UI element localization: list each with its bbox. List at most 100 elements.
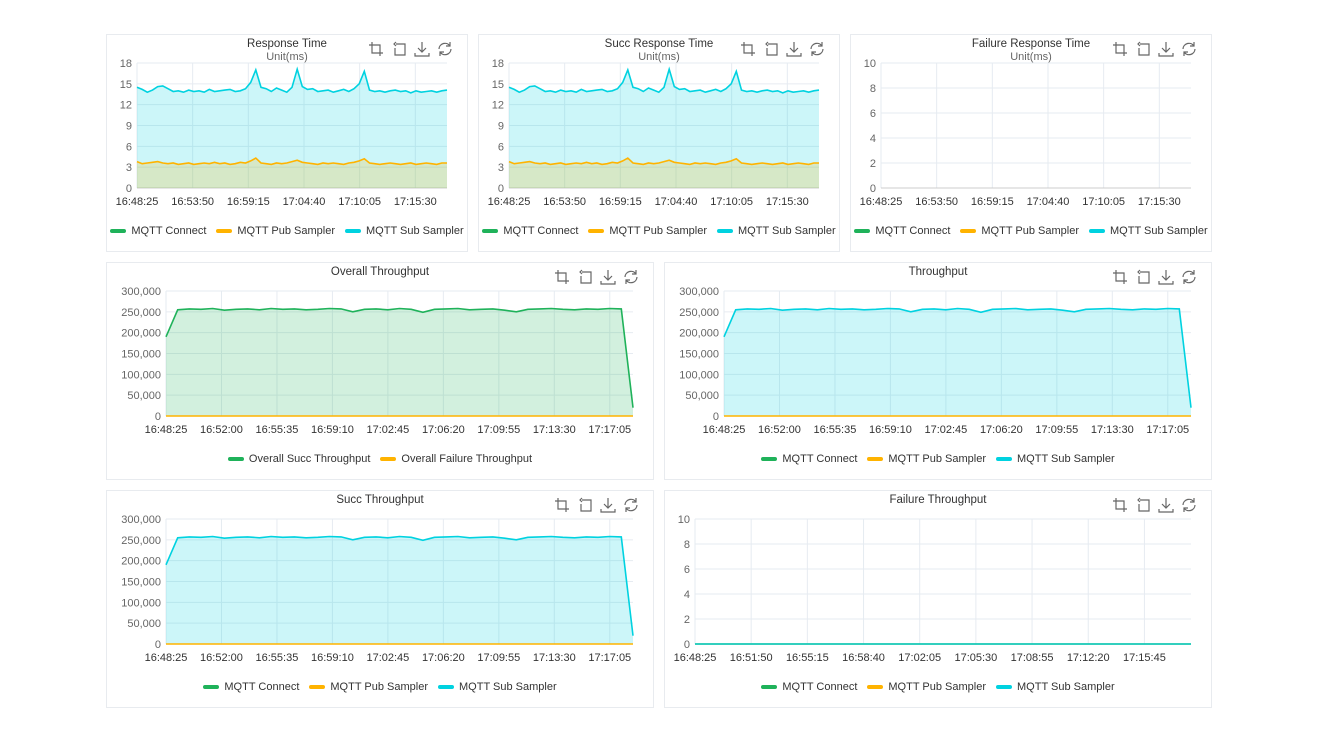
download-icon[interactable]: [600, 497, 616, 513]
download-icon[interactable]: [1158, 269, 1174, 285]
failure-response-time-chart: 0 2 4 6 8 10 16:48:25 16:53:50 16:59:15 17:04:40 1…: [850, 34, 1212, 252]
y-tick-label: 50,000: [127, 618, 161, 630]
x-tick-label: 17:17:05: [588, 424, 631, 436]
chart-toolbox: [554, 269, 639, 285]
zoom-reset-icon[interactable]: [577, 497, 593, 513]
legend-item[interactable]: MQTT Sub Sampler: [717, 225, 836, 237]
y-tick-label: 3: [498, 162, 504, 174]
legend-item[interactable]: MQTT Sub Sampler: [1089, 225, 1208, 237]
chart-title: Throughput: [908, 266, 968, 278]
zoom-icon[interactable]: [1112, 269, 1128, 285]
legend-item[interactable]: MQTT Connect: [854, 225, 950, 237]
refresh-icon[interactable]: [623, 497, 639, 513]
chart-title: Succ Throughput: [336, 494, 424, 506]
y-tick-label: 0: [155, 639, 161, 651]
refresh-icon[interactable]: [623, 269, 639, 285]
series-line: [508, 157, 819, 166]
x-tick-label: 16:52:00: [200, 424, 243, 436]
zoom-reset-icon[interactable]: [577, 269, 593, 285]
legend-item[interactable]: MQTT Connect: [482, 225, 578, 237]
series-area: [724, 308, 1191, 416]
y-tick-label: 6: [684, 564, 690, 576]
y-tick-label: 6: [126, 141, 132, 153]
legend-item[interactable]: Overall Failure Throughput: [380, 453, 532, 465]
x-tick-label: 17:04:40: [655, 196, 698, 208]
legend-item[interactable]: MQTT Connect: [761, 681, 857, 693]
x-tick-label: 16:48:25: [145, 652, 188, 664]
legend-label: Overall Succ Throughput: [248, 453, 371, 465]
legend-label: MQTT Sub Sampler: [459, 681, 557, 693]
zoom-icon[interactable]: [1112, 41, 1128, 57]
x-tick-label: 17:13:30: [533, 652, 576, 664]
legend-item[interactable]: MQTT Pub Sampler: [588, 225, 707, 237]
zoom-reset-icon[interactable]: [1135, 41, 1151, 57]
plot-area: 0 2 4 6 8 10 16:48:25 16:51:50 16:55:15 16:58:40 1…: [674, 514, 1191, 664]
legend-item[interactable]: MQTT Sub Sampler: [996, 681, 1115, 693]
legend-swatch: [867, 457, 884, 461]
x-tick-label: 16:48:25: [860, 196, 903, 208]
legend-item[interactable]: MQTT Pub Sampler: [216, 225, 335, 237]
x-tick-label: 16:59:15: [227, 196, 270, 208]
legend-item[interactable]: MQTT Sub Sampler: [345, 225, 464, 237]
legend-item[interactable]: MQTT Connect: [761, 453, 857, 465]
legend-item[interactable]: MQTT Pub Sampler: [309, 681, 428, 693]
series-area: [137, 158, 447, 188]
legend-label: MQTT Sub Sampler: [1017, 453, 1115, 465]
zoom-icon[interactable]: [554, 497, 570, 513]
y-tick-label: 18: [492, 58, 504, 70]
legend-swatch: [110, 229, 127, 233]
legend-item[interactable]: MQTT Pub Sampler: [867, 453, 986, 465]
download-icon[interactable]: [1158, 41, 1174, 57]
legend-item[interactable]: MQTT Pub Sampler: [960, 225, 1079, 237]
series-area: [137, 69, 447, 188]
x-tick-label: 16:48:25: [674, 652, 717, 664]
legend-item[interactable]: MQTT Pub Sampler: [867, 681, 986, 693]
plot-area: 0 2 4 6 8 10 16:48:25 16:53:50 16:59:15 17:04:40 1…: [860, 58, 1191, 208]
legend-label: MQTT Connect: [503, 225, 579, 237]
chart-subtitle: Unit(ms): [638, 51, 680, 63]
x-tick-label: 16:53:50: [543, 196, 586, 208]
x-tick-label: 16:55:35: [256, 652, 299, 664]
zoom-reset-icon[interactable]: [1135, 497, 1151, 513]
y-tick-label: 10: [678, 514, 690, 526]
series-line: [136, 157, 447, 166]
legend-label: MQTT Connect: [131, 225, 207, 237]
plot-area: 0 50,000 100,000 150,000 200,000 250,000 300,0…: [679, 286, 1192, 436]
legend-swatch: [216, 229, 233, 233]
legend-item[interactable]: MQTT Sub Sampler: [438, 681, 557, 693]
download-icon[interactable]: [786, 41, 802, 57]
refresh-icon[interactable]: [809, 41, 825, 57]
legend-item[interactable]: MQTT Sub Sampler: [996, 453, 1115, 465]
chart-legend: MQTT Connect MQTT Pub Sampler MQTT Sub Sam…: [851, 225, 1211, 237]
y-tick-label: 100,000: [121, 597, 161, 609]
series-area: [509, 69, 819, 188]
refresh-icon[interactable]: [437, 41, 453, 57]
zoom-reset-icon[interactable]: [1135, 269, 1151, 285]
x-tick-label: 17:13:30: [533, 424, 576, 436]
refresh-icon[interactable]: [1181, 41, 1197, 57]
x-tick-label: 17:15:30: [1138, 196, 1181, 208]
legend-item[interactable]: MQTT Connect: [110, 225, 206, 237]
y-tick-label: 6: [870, 108, 876, 120]
download-icon[interactable]: [600, 269, 616, 285]
refresh-icon[interactable]: [1181, 269, 1197, 285]
legend-item[interactable]: Overall Succ Throughput: [227, 453, 371, 465]
zoom-reset-icon[interactable]: [391, 41, 407, 57]
zoom-icon[interactable]: [740, 41, 756, 57]
chart-title: Succ Response Time: [604, 38, 714, 50]
y-tick-label: 9: [126, 121, 132, 133]
zoom-icon[interactable]: [1112, 497, 1128, 513]
download-icon[interactable]: [1158, 497, 1174, 513]
y-tick-label: 18: [120, 58, 132, 70]
zoom-reset-icon[interactable]: [763, 41, 779, 57]
y-tick-label: 200,000: [121, 556, 161, 568]
legend-swatch: [761, 685, 778, 689]
x-tick-label: 16:55:35: [814, 424, 857, 436]
zoom-icon[interactable]: [368, 41, 384, 57]
zoom-icon[interactable]: [554, 269, 570, 285]
legend-item[interactable]: MQTT Connect: [203, 681, 299, 693]
x-tick-label: 17:15:30: [766, 196, 809, 208]
download-icon[interactable]: [414, 41, 430, 57]
x-tick-label: 17:10:05: [1082, 196, 1125, 208]
refresh-icon[interactable]: [1181, 497, 1197, 513]
